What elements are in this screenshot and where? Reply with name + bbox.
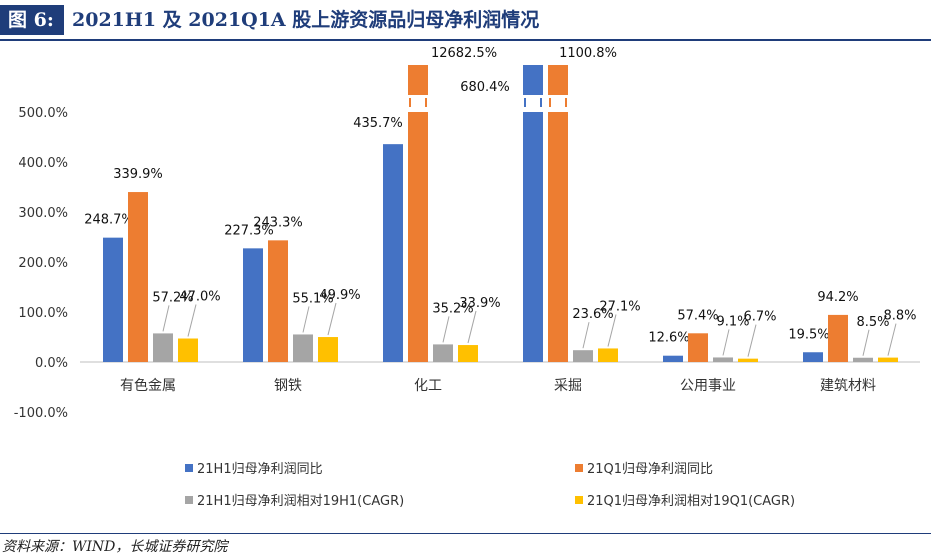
legend-label: 21Q1归母净利润同比 xyxy=(587,462,713,477)
figure-header: 图 6: 2021H1 及 2021Q1A 股上游资源品归母净利润情况 xyxy=(0,0,931,40)
data-label: 57.2% xyxy=(152,290,193,305)
bar-chart: 500.0% 400.0% 300.0% 200.0% 100.0% 0.0% -100.0… xyxy=(14,46,920,509)
category-label: 公用事业 xyxy=(680,378,736,394)
data-label: 94.2% xyxy=(817,290,858,305)
bar xyxy=(268,240,288,362)
category-label: 化工 xyxy=(414,378,442,394)
data-label: 8.5% xyxy=(856,315,889,330)
leader-line xyxy=(582,322,590,349)
data-label: 49.9% xyxy=(319,288,360,303)
bar xyxy=(153,333,173,362)
bar xyxy=(738,358,758,362)
legend-swatch xyxy=(185,496,193,504)
leader-line xyxy=(467,310,477,344)
legend-label: 21H1归母净利润同比 xyxy=(197,462,323,477)
bar xyxy=(713,357,733,362)
bar xyxy=(853,357,873,362)
bar xyxy=(408,65,428,95)
bar xyxy=(828,314,848,362)
bar xyxy=(663,355,683,362)
figure-label: 图 6: xyxy=(0,5,64,35)
y-tick-label: 100.0% xyxy=(18,306,68,321)
source-note: 资料来源：WIND，长城证券研究院 xyxy=(2,539,228,555)
data-label: 12682.5% xyxy=(431,46,497,61)
y-tick-label: 0.0% xyxy=(35,356,68,371)
figure-title: 2021H1 及 2021Q1A 股上游资源品归母净利润情况 xyxy=(72,9,540,31)
bar xyxy=(878,357,898,362)
data-label: 243.3% xyxy=(253,215,303,230)
category-label: 有色金属 xyxy=(120,377,176,394)
data-label: 435.7% xyxy=(353,116,403,131)
leader-line xyxy=(187,304,197,337)
bar xyxy=(383,144,403,362)
bar xyxy=(178,338,198,362)
data-label: 57.4% xyxy=(677,308,718,323)
data-label: 19.5% xyxy=(788,327,829,342)
bar xyxy=(128,192,148,362)
bar xyxy=(458,345,478,362)
bar xyxy=(103,237,123,362)
data-label: 27.1% xyxy=(599,299,640,314)
legend-label: 21Q1归母净利润相对19Q1(CAGR) xyxy=(587,494,795,509)
data-label: 8.8% xyxy=(883,309,916,324)
data-label: 23.6% xyxy=(572,307,613,322)
data-label: 1100.8% xyxy=(559,46,617,61)
leader-line xyxy=(302,306,310,333)
bar xyxy=(318,337,338,362)
y-tick-label: -100.0% xyxy=(14,406,68,421)
bar xyxy=(688,333,708,362)
data-label: 6.7% xyxy=(743,310,776,325)
data-label: 227.3% xyxy=(224,223,274,238)
bar xyxy=(408,112,428,362)
leader-line xyxy=(722,329,730,356)
data-label: 55.1% xyxy=(292,291,333,306)
data-label: 35.2% xyxy=(432,301,473,316)
bar xyxy=(293,334,313,362)
legend-swatch xyxy=(575,464,583,472)
data-label: 33.9% xyxy=(459,296,500,311)
bar xyxy=(548,65,568,95)
header-rule xyxy=(0,39,931,41)
bar xyxy=(243,248,263,362)
data-label: 339.9% xyxy=(113,167,163,182)
y-tick-label: 400.0% xyxy=(18,156,68,171)
y-tick-label: 500.0% xyxy=(18,106,68,121)
legend-swatch xyxy=(185,464,193,472)
category-label: 建筑材料 xyxy=(820,378,876,394)
data-label: 9.1% xyxy=(716,314,749,329)
data-label: 248.7% xyxy=(84,213,134,228)
category-label: 采掘 xyxy=(554,378,582,394)
y-tick-label: 300.0% xyxy=(18,206,68,221)
leader-line xyxy=(162,305,170,332)
legend-label: 21H1归母净利润相对19H1(CAGR) xyxy=(197,494,404,509)
legend-swatch xyxy=(575,496,583,504)
bar xyxy=(523,112,543,362)
leader-line xyxy=(327,302,337,336)
bar xyxy=(803,352,823,362)
leader-line xyxy=(607,314,617,347)
bar xyxy=(433,344,453,362)
bar xyxy=(523,65,543,95)
y-tick-label: 200.0% xyxy=(18,256,68,271)
leader-line xyxy=(747,324,757,357)
leader-line xyxy=(862,329,870,356)
data-label: 680.4% xyxy=(460,80,510,95)
leader-line xyxy=(887,323,897,356)
footer-rule xyxy=(0,533,931,534)
bar xyxy=(598,348,618,362)
bar xyxy=(548,112,568,362)
category-label: 钢铁 xyxy=(274,378,302,394)
data-label: 47.0% xyxy=(179,290,220,305)
data-label: 12.6% xyxy=(648,331,689,346)
bar xyxy=(573,350,593,362)
leader-line xyxy=(442,316,450,343)
